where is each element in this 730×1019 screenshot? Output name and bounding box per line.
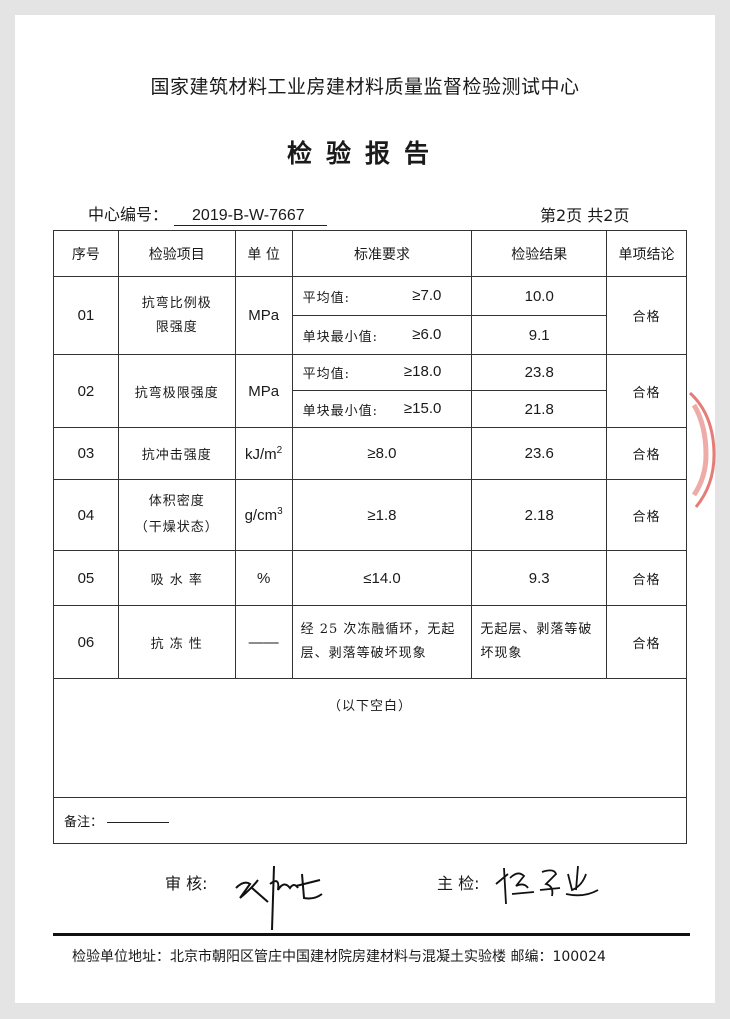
remarks-row: 备注： [53,797,687,844]
unit-base: kJ/m [245,445,277,463]
table-row: 04 体积密度 （干燥状态） g/cm3 ≥1.8 2.18 合格 [53,479,687,551]
organization-name: 国家建筑材料工业房建材料质量监督检验测试中心 [150,76,580,98]
test-result: 21.8 [471,390,608,428]
inspector-label: 主 检: [437,874,480,893]
row-number: 04 [53,479,119,551]
row-number: 01 [53,276,119,355]
test-item: 抗弯极限强度 [117,354,236,428]
column-header: 单项结论 [606,230,687,277]
unit-exponent: 2 [276,444,283,456]
test-result: 23.6 [471,427,608,480]
row-number: 03 [53,427,119,480]
std-value: ≥15.0 [403,399,442,417]
std-value: ≥18.0 [403,363,442,380]
lab-address: 检验单位地址：北京市朝阳区管庄中国建材院房建材料与混凝土实验楼 邮编：10002… [72,949,606,965]
results-table: 序号 检验项目 单 位 标准要求 检验结果 单项结论 01 抗弯比例极限强度 M… [53,230,687,844]
test-item: 抗 冻 性 [117,605,236,679]
table-row: 01 抗弯比例极限强度 MPa 平均值: ≥7.0 10.0 合格 [53,276,687,355]
center-number-label: 中心编号： [88,205,169,224]
unit: kJ/m2 [234,427,293,480]
reviewer-label: 审 核: [165,874,208,893]
column-header: 序号 [53,230,119,277]
unit-base: g/cm [244,507,278,524]
test-item: 抗冲击强度 [117,427,236,480]
unit: MPa [234,354,293,428]
test-item-note: （干燥状态） [134,520,219,535]
center-number: 中心编号： 2019-B-W-7667 [88,201,327,226]
test-item: 吸 水 率 [117,550,236,606]
column-header: 单 位 [234,230,293,277]
blank-section: （以下空白） [53,678,687,798]
standard-requirement: ≥1.8 [291,479,473,551]
standard-requirement: ≤14.0 [291,550,473,606]
test-item-name: 体积密度 [148,494,205,509]
conclusion: 合格 [606,276,687,355]
footer-divider [53,933,690,936]
unit-exponent: 3 [277,506,283,517]
standard-requirement: 单块最小值: ≥6.0 [291,315,473,355]
unit: MPa [234,276,293,355]
std-value: ≥7.0 [412,286,442,304]
std-label: 单块最小值: [302,403,378,419]
red-seal-stamp [688,391,716,508]
table-subrow: 单块最小值: ≥6.0 9.1 [54,315,687,355]
table-row: 05 吸 水 率 % ≤14.0 9.3 合格 [53,550,687,606]
standard-requirement: 平均值: ≥7.0 [291,276,473,316]
remarks-dash [107,822,170,823]
unit: —— [234,605,293,679]
page-info: 第2页 共2页 [540,206,630,225]
blank-note: （以下空白） [53,678,687,798]
test-result: 9.1 [471,315,608,355]
test-result: 10.0 [471,276,608,316]
std-value: ≥6.0 [412,325,442,343]
column-header: 检验项目 [117,230,236,277]
test-result: 9.3 [471,550,608,606]
test-item: 抗弯比例极限强度 [117,276,236,355]
table-header-row: 序号 检验项目 单 位 标准要求 检验结果 单项结论 [53,230,687,277]
conclusion: 合格 [606,550,687,606]
test-result: 无起层、剥落等破坏现象 [471,605,608,679]
test-result: 2.18 [471,479,608,551]
reviewer-signature [235,865,323,931]
table-row: 02 抗弯极限强度 MPa 平均值: ≥18.0 23.8 合格 [53,354,687,428]
table-row: 03 抗冲击强度 kJ/m2 ≥8.0 23.6 合格 [53,427,687,480]
std-label: 单块最小值: [302,329,378,345]
standard-requirement: 平均值: ≥18.0 [291,354,473,391]
table-row: 06 抗 冻 性 —— 经 25 次冻融循环，无起层、剥落等破坏现象 无起层、剥… [53,605,687,679]
conclusion: 合格 [606,479,687,551]
row-number: 05 [53,550,119,606]
remarks-label: 备注： [64,815,104,830]
row-number: 06 [53,605,119,679]
column-header: 检验结果 [471,230,608,277]
std-label: 平均值: [302,367,350,382]
test-item: 体积密度 （干燥状态） [117,479,236,551]
standard-requirement: 经 25 次冻融循环，无起层、剥落等破坏现象 [291,605,473,679]
remarks: 备注： [53,797,687,844]
unit: g/cm3 [234,479,293,551]
conclusion: 合格 [606,427,687,480]
report-title: 检验报告 [286,139,443,168]
center-number-value: 2019-B-W-7667 [174,207,327,226]
unit: % [234,550,293,606]
conclusion: 合格 [606,354,687,428]
standard-requirement: 单块最小值: ≥15.0 [291,390,473,428]
column-header: 标准要求 [291,230,473,277]
inspector-signature [495,865,599,905]
test-result: 23.8 [471,354,608,391]
std-label: 平均值: [302,290,350,306]
conclusion: 合格 [606,605,687,679]
row-number: 02 [53,354,119,428]
standard-requirement: ≥8.0 [291,427,473,480]
